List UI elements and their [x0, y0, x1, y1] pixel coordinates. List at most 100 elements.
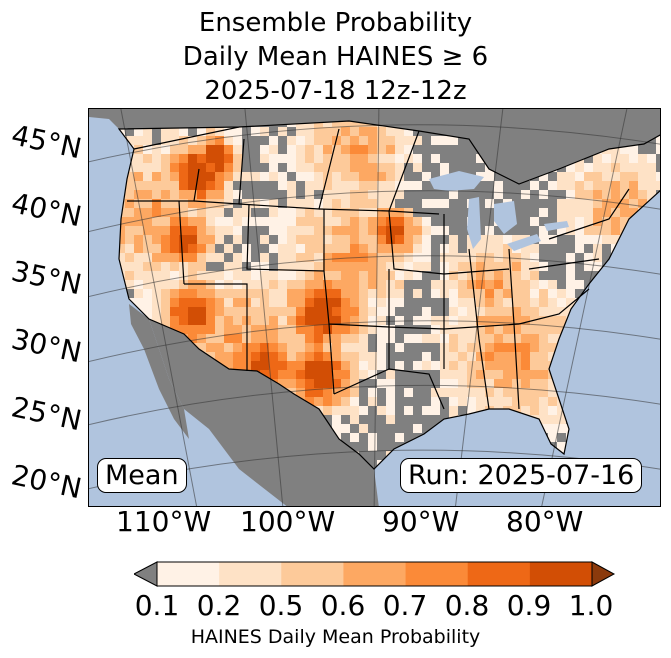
probability-cell — [179, 145, 188, 154]
probability-cell — [134, 262, 143, 271]
probability-cell — [530, 379, 539, 388]
probability-cell — [485, 307, 494, 316]
probability-cell — [278, 307, 287, 316]
probability-cell — [368, 226, 377, 235]
probability-cell — [395, 244, 404, 253]
probability-cell — [314, 280, 323, 289]
probability-cell — [305, 361, 314, 370]
probability-cell — [548, 307, 557, 316]
probability-cell — [188, 298, 197, 307]
probability-cell — [341, 262, 350, 271]
probability-cell — [521, 397, 530, 406]
probability-cell — [296, 163, 305, 172]
probability-cell — [233, 253, 242, 262]
probability-cell — [332, 307, 341, 316]
probability-cell — [548, 316, 557, 325]
probability-cell — [377, 379, 386, 388]
probability-cell — [278, 235, 287, 244]
colorbar-bin — [529, 562, 593, 586]
probability-cell — [197, 343, 206, 352]
probability-cell — [278, 370, 287, 379]
probability-cell — [368, 127, 377, 136]
probability-cell — [251, 334, 260, 343]
probability-cell — [440, 199, 449, 208]
colorbar-tick-2: 0.5 — [258, 589, 304, 622]
probability-cell — [377, 289, 386, 298]
probability-cell — [161, 208, 170, 217]
probability-cell — [161, 307, 170, 316]
probability-cell — [602, 172, 611, 181]
probability-cell — [395, 280, 404, 289]
probability-cell — [485, 388, 494, 397]
probability-cell — [602, 190, 611, 199]
probability-cell — [359, 136, 368, 145]
probability-cell — [332, 352, 341, 361]
probability-cell — [296, 307, 305, 316]
probability-cell — [251, 325, 260, 334]
probability-cell — [188, 334, 197, 343]
probability-cell — [386, 154, 395, 163]
probability-cell — [350, 271, 359, 280]
probability-cell — [368, 361, 377, 370]
probability-cell — [395, 289, 404, 298]
probability-cell — [134, 154, 143, 163]
probability-cell — [359, 424, 368, 433]
probability-cell — [368, 199, 377, 208]
probability-cell — [305, 316, 314, 325]
probability-cell — [395, 235, 404, 244]
probability-cell — [557, 424, 566, 433]
probability-cell — [467, 253, 476, 262]
probability-cell — [314, 154, 323, 163]
probability-cell — [494, 334, 503, 343]
probability-cell — [251, 343, 260, 352]
probability-cell — [422, 235, 431, 244]
probability-cell — [440, 163, 449, 172]
probability-cell — [224, 145, 233, 154]
probability-cell — [557, 208, 566, 217]
probability-cell — [224, 190, 233, 199]
probability-cell — [584, 208, 593, 217]
probability-cell — [134, 289, 143, 298]
probability-cell — [449, 298, 458, 307]
probability-cell — [440, 370, 449, 379]
probability-cell — [350, 226, 359, 235]
probability-cell — [197, 289, 206, 298]
probability-cell — [359, 190, 368, 199]
probability-cell — [152, 190, 161, 199]
probability-cell — [575, 235, 584, 244]
probability-cell — [395, 316, 404, 325]
probability-cell — [197, 172, 206, 181]
probability-cell — [503, 235, 512, 244]
probability-cell — [413, 334, 422, 343]
probability-cell — [386, 145, 395, 154]
probability-cell — [296, 199, 305, 208]
probability-cell — [530, 361, 539, 370]
probability-cell — [386, 271, 395, 280]
probability-cell — [566, 163, 575, 172]
probability-cell — [143, 172, 152, 181]
probability-cell — [494, 352, 503, 361]
probability-cell — [332, 235, 341, 244]
probability-cell — [314, 244, 323, 253]
probability-cell — [611, 154, 620, 163]
probability-cell — [269, 163, 278, 172]
probability-cell — [413, 235, 422, 244]
probability-cell — [638, 190, 647, 199]
probability-cell — [395, 172, 404, 181]
probability-cell — [494, 181, 503, 190]
probability-cell — [197, 199, 206, 208]
probability-cell — [359, 262, 368, 271]
probability-cell — [602, 154, 611, 163]
probability-cell — [206, 307, 215, 316]
probability-cell — [134, 235, 143, 244]
probability-cell — [476, 154, 485, 163]
probability-cell — [197, 154, 206, 163]
probability-cell — [449, 388, 458, 397]
probability-cell — [386, 370, 395, 379]
probability-cell — [359, 199, 368, 208]
probability-cell — [188, 325, 197, 334]
probability-cell — [197, 226, 206, 235]
probability-cell — [206, 163, 215, 172]
probability-cell — [251, 127, 260, 136]
probability-cell — [143, 199, 152, 208]
